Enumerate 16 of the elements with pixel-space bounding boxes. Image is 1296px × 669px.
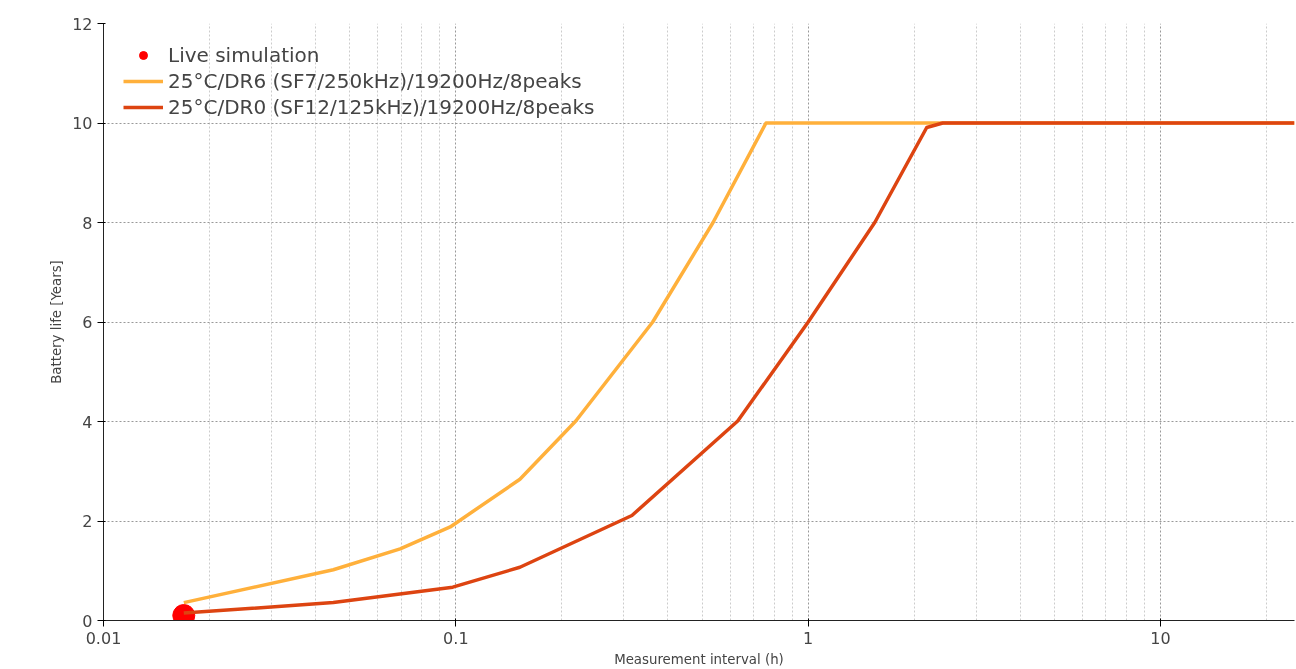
y-tick-label: 12 <box>72 14 93 34</box>
y-tick-label: 10 <box>72 114 93 133</box>
y-axis-title: Battery life [Years] <box>49 260 65 384</box>
legend-label: Live simulation <box>168 43 320 67</box>
x-tick-label: 0.1 <box>443 628 469 648</box>
legend-label: 25°C/DR6 (SF7/250kHz)/19200Hz/8peaks <box>168 69 582 93</box>
y-tick-label: 6 <box>82 313 93 332</box>
y-tick-label: 4 <box>82 412 93 432</box>
x-tick-label: 10 <box>1150 628 1171 648</box>
y-tick-label: 8 <box>82 213 93 233</box>
legend-label: 25°C/DR0 (SF12/125kHz)/19200Hz/8peaks <box>168 95 595 119</box>
x-axis-title: Measurement interval (h) <box>614 651 784 667</box>
x-tick-label: 0.01 <box>85 628 122 648</box>
x-tick-label: 1 <box>803 628 814 648</box>
y-tick-label: 0 <box>82 611 93 631</box>
y-tick-label: 2 <box>82 512 93 531</box>
